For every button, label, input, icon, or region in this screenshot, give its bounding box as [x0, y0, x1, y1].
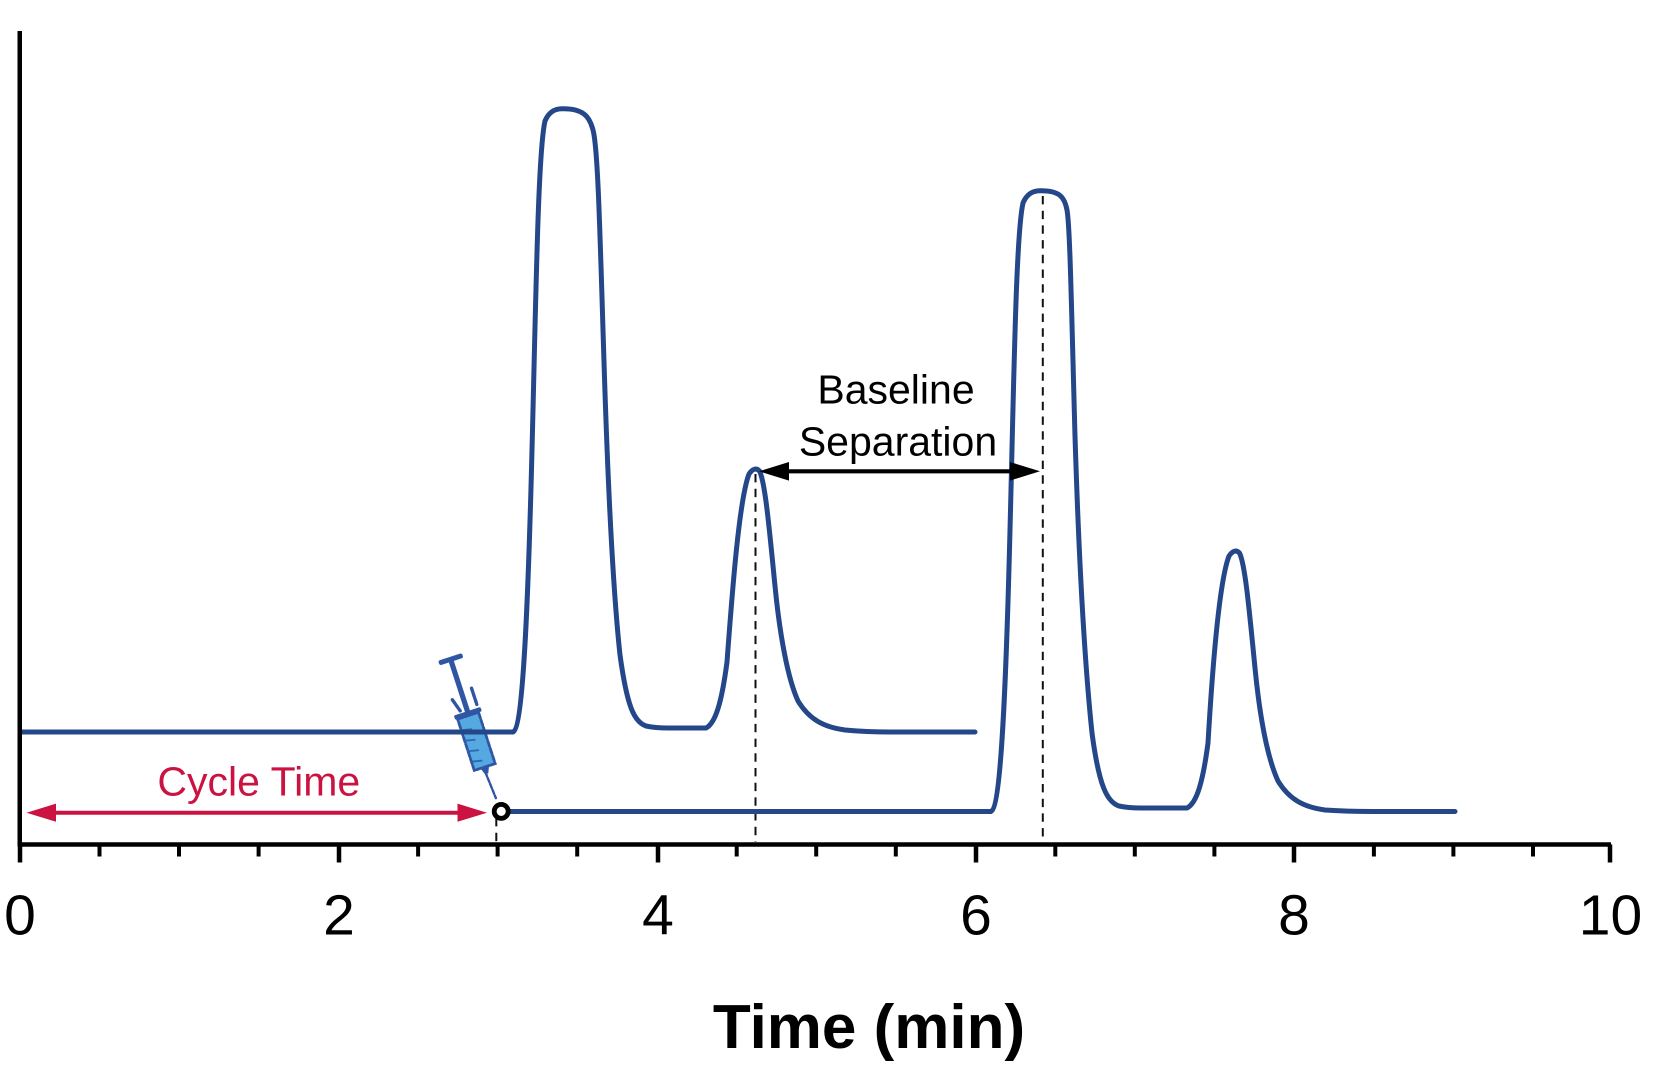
svg-text:Baseline: Baseline — [817, 367, 974, 413]
svg-text:2: 2 — [323, 884, 355, 948]
svg-text:4: 4 — [642, 884, 674, 948]
svg-text:0: 0 — [4, 884, 36, 948]
svg-text:Time (min): Time (min) — [713, 993, 1025, 1062]
svg-text:6: 6 — [960, 884, 992, 948]
svg-text:Cycle Time: Cycle Time — [157, 758, 360, 804]
svg-text:Separation: Separation — [799, 419, 997, 465]
svg-text:8: 8 — [1278, 884, 1310, 948]
svg-text:10: 10 — [1579, 884, 1642, 948]
